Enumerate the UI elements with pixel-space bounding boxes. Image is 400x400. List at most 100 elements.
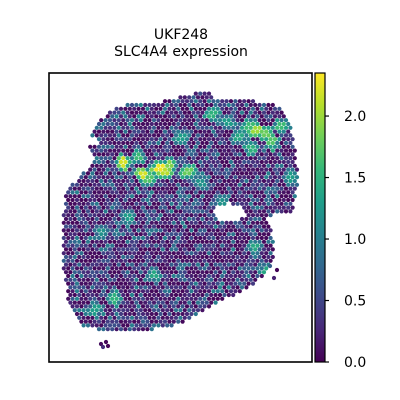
spot bbox=[149, 175, 154, 180]
spot bbox=[110, 159, 115, 165]
spot bbox=[272, 167, 278, 172]
spot bbox=[215, 99, 220, 104]
spot bbox=[255, 106, 260, 111]
spot bbox=[140, 304, 146, 309]
spot bbox=[270, 171, 275, 176]
spot bbox=[270, 102, 275, 108]
spot bbox=[173, 270, 179, 275]
spot bbox=[200, 194, 205, 199]
spot bbox=[110, 327, 115, 332]
spot bbox=[250, 106, 256, 111]
spot bbox=[103, 209, 108, 214]
spot bbox=[268, 190, 273, 195]
spot bbox=[261, 133, 267, 138]
spot bbox=[239, 285, 245, 290]
spot bbox=[167, 311, 172, 317]
spot bbox=[204, 133, 209, 138]
spot bbox=[156, 270, 161, 275]
spot bbox=[233, 266, 238, 271]
spot bbox=[70, 289, 75, 294]
spot bbox=[99, 163, 104, 168]
spot bbox=[101, 319, 106, 324]
spot bbox=[226, 163, 231, 168]
spot bbox=[85, 178, 91, 184]
spot bbox=[270, 148, 275, 153]
spot bbox=[99, 148, 104, 153]
spot bbox=[92, 304, 97, 309]
spot bbox=[101, 228, 106, 233]
spot bbox=[85, 277, 91, 282]
spot bbox=[154, 197, 159, 203]
spot bbox=[182, 118, 187, 123]
spot bbox=[242, 182, 247, 187]
spot bbox=[123, 251, 128, 256]
spot bbox=[94, 133, 99, 138]
spot bbox=[70, 281, 75, 286]
spot bbox=[255, 182, 260, 187]
spot bbox=[169, 254, 174, 260]
spot bbox=[279, 133, 284, 138]
spot bbox=[171, 121, 176, 127]
spot bbox=[129, 247, 135, 252]
spot bbox=[242, 281, 247, 286]
spot bbox=[182, 201, 187, 206]
spot bbox=[253, 194, 258, 199]
spot bbox=[198, 197, 203, 203]
spot bbox=[101, 243, 106, 248]
spot bbox=[74, 251, 80, 256]
spot bbox=[248, 262, 253, 267]
spot bbox=[123, 304, 128, 309]
spot bbox=[140, 251, 146, 256]
spot bbox=[202, 243, 207, 248]
spot bbox=[253, 156, 258, 161]
spot bbox=[213, 171, 218, 176]
spot bbox=[167, 167, 172, 172]
spot bbox=[123, 327, 128, 332]
spot bbox=[206, 251, 212, 256]
spot bbox=[191, 186, 196, 191]
spot bbox=[200, 110, 205, 115]
spot bbox=[250, 114, 256, 119]
spot bbox=[244, 118, 249, 123]
spot bbox=[272, 137, 278, 142]
spot bbox=[244, 270, 249, 275]
spot bbox=[176, 243, 181, 248]
spot bbox=[121, 308, 126, 313]
spot bbox=[178, 201, 183, 206]
spot bbox=[222, 171, 227, 176]
spot bbox=[92, 251, 97, 256]
spot bbox=[231, 110, 236, 115]
spot bbox=[81, 308, 86, 313]
spot bbox=[266, 224, 271, 229]
spot bbox=[206, 129, 212, 134]
spot bbox=[101, 296, 106, 301]
spot bbox=[118, 235, 124, 241]
spot bbox=[140, 167, 146, 172]
spot bbox=[165, 277, 170, 282]
spot bbox=[244, 224, 249, 229]
spot bbox=[191, 194, 196, 199]
spot bbox=[178, 140, 183, 146]
spot bbox=[77, 178, 82, 184]
spot bbox=[239, 277, 245, 282]
spot bbox=[83, 190, 88, 195]
spot bbox=[140, 289, 146, 294]
spot bbox=[176, 251, 181, 256]
spot bbox=[156, 118, 161, 123]
spot bbox=[246, 243, 251, 248]
spot bbox=[222, 232, 227, 237]
spot bbox=[118, 182, 124, 187]
spot bbox=[189, 228, 194, 233]
spot bbox=[176, 175, 181, 180]
spot bbox=[110, 121, 115, 127]
spot bbox=[136, 243, 141, 248]
spot bbox=[215, 167, 220, 172]
spot bbox=[121, 239, 126, 244]
spot bbox=[79, 304, 84, 309]
spot bbox=[79, 235, 84, 241]
spot bbox=[173, 186, 179, 191]
spot bbox=[94, 270, 99, 275]
spot bbox=[132, 220, 137, 225]
spot bbox=[191, 118, 196, 123]
spot bbox=[275, 125, 280, 130]
